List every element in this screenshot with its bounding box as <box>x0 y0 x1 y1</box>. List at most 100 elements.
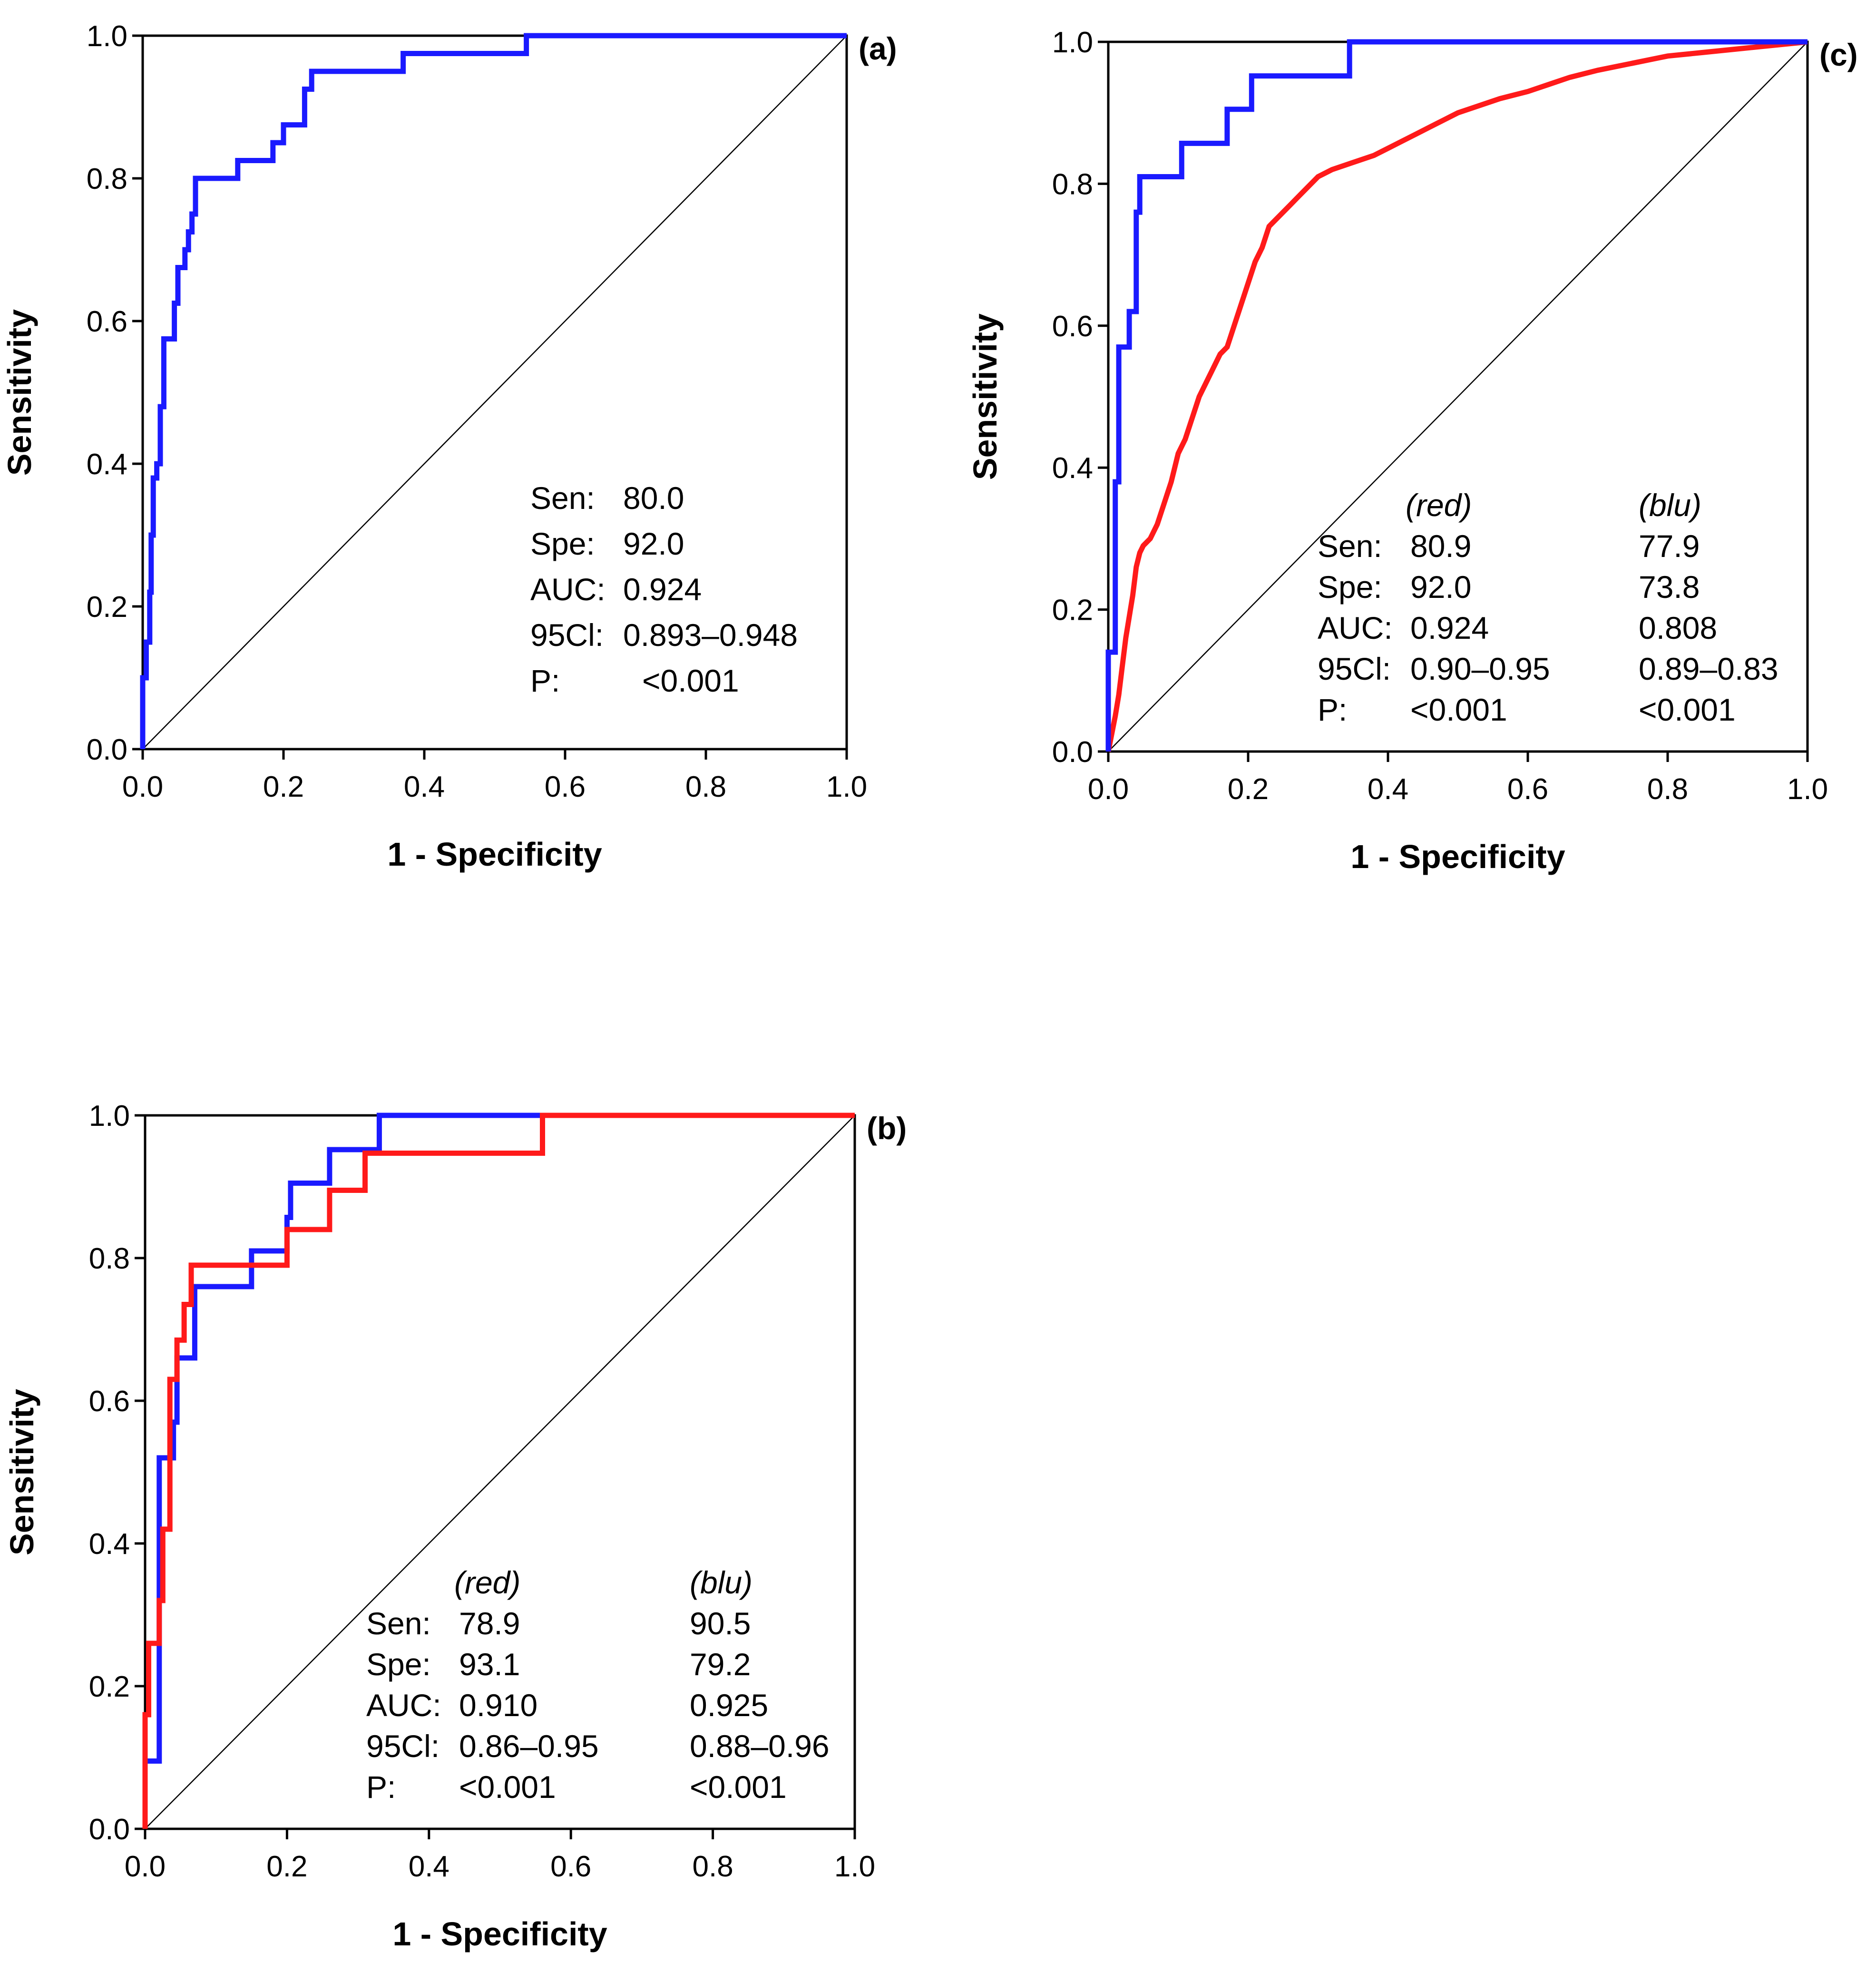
stats-value: 0.893–0.948 <box>623 617 798 653</box>
y-axis-title: Sensitivity <box>3 1389 40 1555</box>
reference-diagonal <box>145 1115 855 1829</box>
roc-panel-c: 0.0 0.2 0.4 0.6 0.8 1.0 0.0 0.2 0.4 0.6 0.8 1.0 1 - … <box>967 26 1858 875</box>
stats-column-header: (red) <box>454 1565 520 1600</box>
y-tick-label: 0.6 <box>1052 310 1093 343</box>
stats-value: 92.0 <box>623 526 684 561</box>
stats-value: 0.89–0.83 <box>1639 651 1778 686</box>
stats-row-label: 95Cl: <box>1318 651 1391 686</box>
plot-frame <box>141 34 848 751</box>
roc-curve-blue <box>1105 39 1808 752</box>
stats-row-label: AUC: <box>366 1688 441 1723</box>
y-axis-title: Sensitivity <box>967 313 1004 480</box>
stats-row-label: P: <box>530 663 560 698</box>
x-tick-label: 0.0 <box>122 771 163 803</box>
panel-label: (a) <box>859 31 897 66</box>
y-tick-label: 0.6 <box>89 1385 130 1418</box>
stats-row-label: AUC: <box>1318 610 1393 645</box>
stats-value: 0.808 <box>1639 610 1717 645</box>
y-tick-label: 1.0 <box>87 20 127 53</box>
y-tick-label: 0.2 <box>1052 594 1093 627</box>
x-tick-label: 0.0 <box>1088 773 1129 806</box>
y-tick-label: 1.0 <box>89 1100 130 1132</box>
stats-column-header: (blu) <box>1639 488 1701 523</box>
x-tick-label: 0.8 <box>1647 773 1688 806</box>
stats-row-label: 95Cl: <box>530 617 604 653</box>
stats-value: 73.8 <box>1639 569 1700 605</box>
y-tick-label: 0.4 <box>87 448 127 481</box>
x-tick-label: 0.0 <box>125 1850 166 1883</box>
stats-column-header: (blu) <box>690 1565 752 1600</box>
roc-curve-blue <box>140 33 847 749</box>
panel-label: (c) <box>1819 37 1858 72</box>
x-tick-label: 1.0 <box>834 1850 875 1883</box>
stats-value: 92.0 <box>1410 569 1471 605</box>
x-axis-title: 1 - Specificity <box>387 836 602 873</box>
stats-value: 0.910 <box>459 1688 537 1723</box>
x-tick-label: 0.6 <box>550 1850 591 1883</box>
stats-value: 0.925 <box>690 1688 768 1723</box>
stats-value: <0.001 <box>642 663 739 698</box>
stats-row-label: Sen: <box>1318 528 1382 564</box>
y-tick-label: 0.4 <box>1052 452 1093 485</box>
stats-row-label: Sen: <box>366 1606 431 1641</box>
stats-value: 80.9 <box>1410 528 1471 564</box>
reference-diagonal <box>1108 41 1808 752</box>
stats-row-label: P: <box>366 1769 396 1805</box>
y-tick-label: 0.2 <box>89 1670 130 1703</box>
reference-diagonal <box>142 35 847 750</box>
roc-panel-a: 0.0 0.2 0.4 0.6 0.8 1.0 0.0 0.2 0.4 0.6 0.8 1.0 1 - … <box>1 20 897 873</box>
x-tick-label: 0.8 <box>685 771 726 803</box>
stats-value: 78.9 <box>459 1606 520 1641</box>
stats-row-label: P: <box>1318 692 1347 727</box>
roc-curve-blue <box>142 1113 855 1829</box>
x-tick-label: 0.2 <box>263 771 304 803</box>
stats-row-label: 95Cl: <box>366 1728 440 1764</box>
roc-curve-red <box>1105 39 1808 752</box>
y-tick-label: 0.2 <box>87 591 127 624</box>
panel-label: (b) <box>867 1111 907 1146</box>
x-tick-label: 0.6 <box>1507 773 1548 806</box>
stats-value: 0.86–0.95 <box>459 1728 599 1764</box>
x-tick-label: 0.4 <box>404 771 445 803</box>
y-tick-label: 0.0 <box>89 1813 130 1846</box>
stats-value: <0.001 <box>1410 692 1507 727</box>
y-tick-label: 0.0 <box>87 733 127 766</box>
x-tick-label: 0.4 <box>1368 773 1408 806</box>
x-axis-title: 1 - Specificity <box>392 1915 607 1952</box>
stats-value: <0.001 <box>690 1769 787 1805</box>
stats-value: 93.1 <box>459 1647 520 1682</box>
x-tick-label: 0.2 <box>1228 773 1269 806</box>
stats-value: 0.90–0.95 <box>1410 651 1550 686</box>
stats-value: <0.001 <box>1639 692 1736 727</box>
y-tick-label: 0.8 <box>89 1242 130 1275</box>
stats-value: 0.88–0.96 <box>690 1728 830 1764</box>
y-tick-label: 0.8 <box>87 163 127 195</box>
stats-row-label: Spe: <box>1318 569 1382 605</box>
y-axis-title: Sensitivity <box>1 309 38 476</box>
stats-value: 77.9 <box>1639 528 1700 564</box>
y-tick-label: 0.6 <box>87 305 127 338</box>
roc-curve-red <box>142 1113 855 1829</box>
stats-value: 80.0 <box>623 480 684 516</box>
x-tick-label: 1.0 <box>1787 773 1828 806</box>
stats-value: 90.5 <box>690 1606 751 1641</box>
y-tick-label: 1.0 <box>1052 26 1093 59</box>
roc-panel-b: 0.0 0.2 0.4 0.6 0.8 1.0 0.0 0.2 0.4 0.6 0.8 1.0 1 - … <box>3 1100 907 1952</box>
stats-value: <0.001 <box>459 1769 556 1805</box>
y-tick-label: 0.4 <box>89 1528 130 1561</box>
x-axis-title: 1 - Specificity <box>1350 838 1565 875</box>
stats-value: 0.924 <box>1410 610 1489 645</box>
x-tick-label: 1.0 <box>826 771 867 803</box>
y-tick-label: 0.0 <box>1052 736 1093 769</box>
stats-column-header: (red) <box>1406 488 1472 523</box>
stats-row-label: Spe: <box>530 526 595 561</box>
x-tick-label: 0.2 <box>266 1850 307 1883</box>
x-tick-label: 0.8 <box>692 1850 733 1883</box>
stats-row-label: Sen: <box>530 480 595 516</box>
stats-value: 0.924 <box>623 572 702 607</box>
stats-row-label: Spe: <box>366 1647 431 1682</box>
y-tick-label: 0.8 <box>1052 168 1093 201</box>
stats-row-label: AUC: <box>530 572 606 607</box>
x-tick-label: 0.4 <box>409 1850 449 1883</box>
